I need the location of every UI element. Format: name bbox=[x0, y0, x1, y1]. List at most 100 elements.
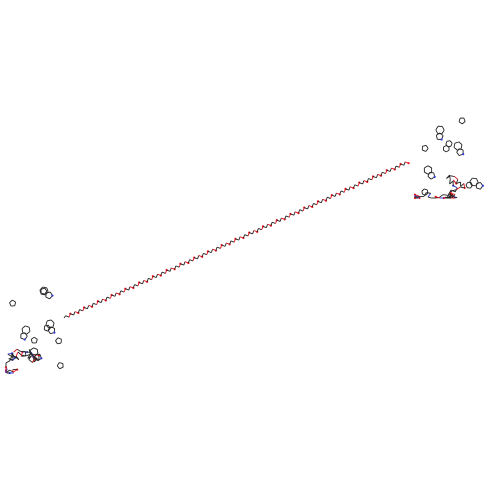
ring-bond bbox=[422, 193, 426, 196]
chain-bond bbox=[161, 271, 166, 274]
chain-bond bbox=[400, 163, 405, 166]
chain-bond bbox=[175, 265, 180, 268]
ring-bond bbox=[20, 332, 26, 335]
peptide-bond bbox=[456, 186, 461, 190]
chain-bond bbox=[114, 292, 117, 297]
chain-bond bbox=[197, 255, 200, 260]
chain-bond bbox=[320, 199, 324, 203]
ring-bond bbox=[14, 301, 17, 306]
chain-bond bbox=[111, 294, 116, 297]
ring-bond bbox=[469, 181, 472, 186]
peptide-bond bbox=[426, 192, 431, 194]
chain-bond bbox=[331, 194, 336, 197]
ring-bond bbox=[57, 337, 62, 340]
chain-bond bbox=[394, 165, 397, 170]
chain-bond bbox=[403, 161, 406, 166]
right-peptide-cluster bbox=[413, 117, 484, 200]
chain-bond bbox=[148, 277, 152, 281]
chain-bond bbox=[238, 236, 241, 241]
chain-bond bbox=[244, 234, 249, 237]
chain-bond bbox=[345, 188, 350, 191]
chain-bond bbox=[304, 207, 308, 210]
chain-bond bbox=[368, 178, 373, 181]
chain-bond bbox=[152, 275, 157, 278]
peptide-bond bbox=[28, 349, 31, 354]
ring-bond bbox=[465, 182, 469, 186]
ring-bond bbox=[427, 176, 432, 180]
chain-bond bbox=[230, 240, 235, 243]
chain-bond bbox=[372, 176, 377, 179]
chain-bond bbox=[271, 221, 276, 224]
peptide-bond bbox=[27, 354, 31, 359]
chain-bond bbox=[276, 219, 281, 222]
left-peptide-cluster bbox=[4, 286, 64, 375]
ring-bond bbox=[50, 319, 55, 324]
chain-bond bbox=[327, 196, 331, 199]
ring-bond bbox=[424, 165, 429, 169]
chain-bond bbox=[93, 302, 97, 306]
peptide-bond bbox=[8, 358, 13, 362]
ring-bond bbox=[469, 177, 473, 182]
ring-bond bbox=[45, 296, 50, 300]
ring-bond bbox=[34, 336, 38, 340]
chain-bond bbox=[256, 228, 259, 232]
ring-bond bbox=[35, 339, 38, 344]
chain-bond bbox=[235, 238, 239, 241]
ring-bond bbox=[12, 299, 16, 303]
oxygen-atom bbox=[434, 195, 437, 198]
nitrogen-atom bbox=[433, 175, 436, 179]
peptide-bond bbox=[11, 353, 13, 359]
chain-bond bbox=[91, 303, 94, 307]
chain-bond bbox=[119, 290, 122, 295]
chain-bond bbox=[79, 309, 84, 312]
ring-bond bbox=[439, 132, 444, 136]
ring-bond bbox=[443, 145, 447, 148]
ring-bond bbox=[50, 326, 55, 329]
chain-bond bbox=[376, 174, 379, 178]
chain-bond bbox=[389, 167, 392, 172]
chain-bond bbox=[382, 171, 386, 174]
ring-bond bbox=[46, 291, 51, 294]
ring-bond bbox=[56, 365, 60, 369]
ring-bond bbox=[458, 141, 463, 145]
ring-bond bbox=[59, 366, 64, 370]
ring-bond bbox=[46, 319, 52, 322]
chain-bond bbox=[106, 296, 111, 299]
ring-bond bbox=[25, 325, 30, 328]
peptide-bond bbox=[12, 356, 16, 361]
ring-bond bbox=[46, 287, 49, 292]
peptide-bond bbox=[451, 189, 457, 192]
chain-bond bbox=[216, 246, 221, 249]
chain-bond bbox=[169, 267, 172, 272]
peptide-bond bbox=[12, 369, 14, 374]
ring-bond bbox=[436, 132, 441, 136]
chain-bond bbox=[298, 209, 301, 214]
chain-bond bbox=[252, 230, 255, 235]
peptide-bond bbox=[454, 176, 459, 180]
ring-bond bbox=[449, 140, 453, 144]
chain-bond bbox=[180, 263, 184, 266]
ring-bond bbox=[445, 141, 448, 145]
nitrogen-atom bbox=[462, 153, 465, 156]
chain-bond bbox=[386, 169, 391, 172]
ring-bond bbox=[425, 145, 429, 149]
peptide-bond bbox=[15, 355, 20, 360]
chain-bond bbox=[183, 261, 186, 266]
ring-bond bbox=[9, 299, 13, 303]
peptide-bond bbox=[7, 353, 12, 357]
chain-bond bbox=[242, 234, 246, 239]
ring-bond bbox=[450, 142, 453, 147]
chain-bond bbox=[353, 184, 356, 189]
chain-bond bbox=[354, 184, 359, 187]
chain-bond bbox=[97, 300, 102, 303]
chain-bond bbox=[221, 244, 226, 247]
peptide-bond bbox=[28, 359, 33, 363]
peptide-bond bbox=[13, 348, 18, 353]
ring-bond bbox=[435, 129, 439, 134]
ring-bond bbox=[45, 324, 50, 329]
ring-bond bbox=[421, 191, 423, 195]
ring-bond bbox=[41, 287, 45, 290]
ring-bond bbox=[30, 336, 35, 340]
ring-bond bbox=[44, 287, 48, 292]
